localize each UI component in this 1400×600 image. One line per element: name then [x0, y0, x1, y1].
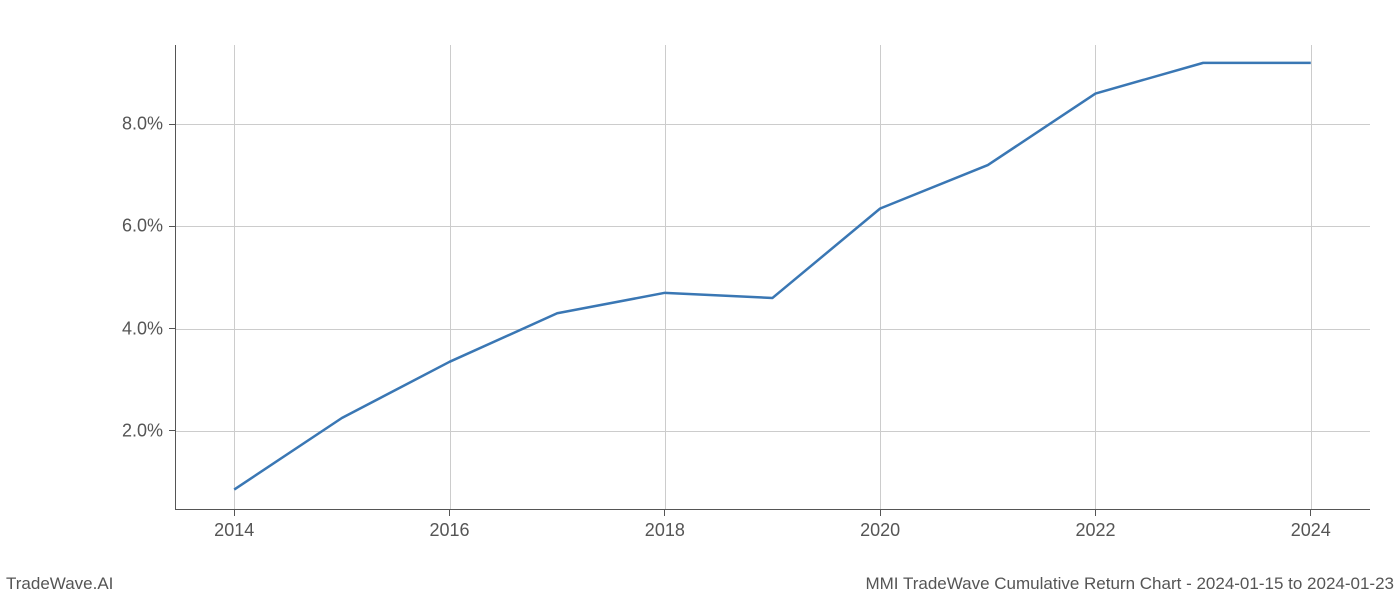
y-tick-mark	[169, 124, 175, 125]
x-tick-mark	[449, 510, 450, 516]
x-tick-label: 2022	[1075, 520, 1115, 541]
y-tick-mark	[169, 226, 175, 227]
y-tick-label: 8.0%	[122, 114, 163, 135]
x-tick-label: 2024	[1291, 520, 1331, 541]
y-tick-label: 6.0%	[122, 216, 163, 237]
x-tick-label: 2018	[645, 520, 685, 541]
footer-left-label: TradeWave.AI	[6, 574, 113, 594]
plot-area	[175, 45, 1370, 510]
y-tick-label: 2.0%	[122, 420, 163, 441]
x-tick-label: 2020	[860, 520, 900, 541]
x-tick-mark	[880, 510, 881, 516]
y-tick-mark	[169, 430, 175, 431]
return-line	[234, 63, 1311, 490]
chart-container: TradeWave.AI MMI TradeWave Cumulative Re…	[0, 0, 1400, 600]
x-tick-mark	[664, 510, 665, 516]
y-tick-mark	[169, 328, 175, 329]
x-tick-label: 2014	[214, 520, 254, 541]
x-tick-label: 2016	[429, 520, 469, 541]
x-tick-mark	[1310, 510, 1311, 516]
x-tick-mark	[1095, 510, 1096, 516]
y-tick-label: 4.0%	[122, 318, 163, 339]
footer-right-label: MMI TradeWave Cumulative Return Chart - …	[865, 574, 1394, 594]
x-tick-mark	[234, 510, 235, 516]
line-series-layer	[175, 45, 1370, 510]
